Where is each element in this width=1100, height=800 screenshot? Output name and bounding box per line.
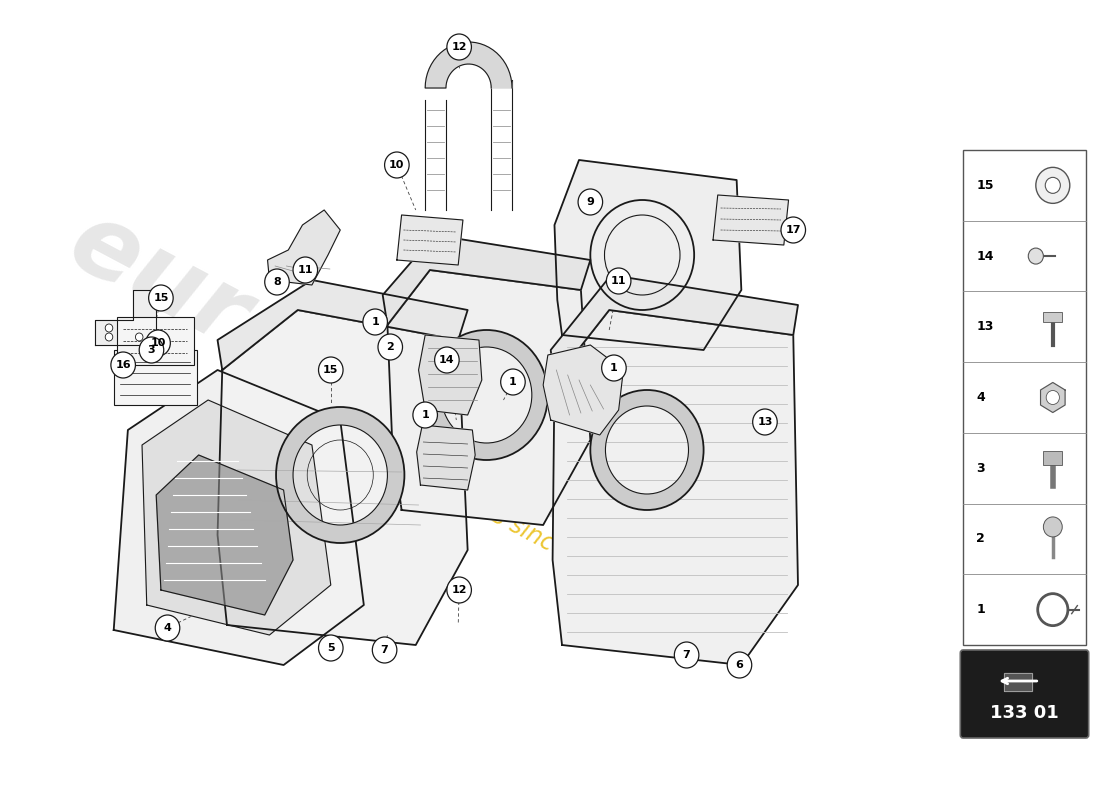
Circle shape bbox=[378, 334, 403, 360]
Text: 13: 13 bbox=[757, 417, 772, 427]
Text: 8: 8 bbox=[273, 277, 280, 287]
Text: 3: 3 bbox=[977, 462, 985, 474]
Polygon shape bbox=[156, 455, 293, 615]
Text: 9: 9 bbox=[586, 197, 594, 207]
Wedge shape bbox=[426, 330, 548, 460]
Text: 12: 12 bbox=[451, 585, 466, 595]
Text: 1: 1 bbox=[610, 363, 618, 373]
Circle shape bbox=[140, 337, 164, 363]
Circle shape bbox=[385, 152, 409, 178]
Text: 15: 15 bbox=[323, 365, 339, 375]
Circle shape bbox=[752, 409, 778, 435]
FancyBboxPatch shape bbox=[1044, 312, 1063, 322]
Circle shape bbox=[412, 402, 438, 428]
FancyBboxPatch shape bbox=[960, 650, 1089, 738]
Circle shape bbox=[606, 268, 631, 294]
FancyBboxPatch shape bbox=[117, 317, 194, 365]
Circle shape bbox=[447, 34, 472, 60]
Circle shape bbox=[602, 355, 626, 381]
Text: 133 01: 133 01 bbox=[990, 704, 1059, 722]
Polygon shape bbox=[554, 160, 741, 350]
Circle shape bbox=[106, 333, 113, 341]
Circle shape bbox=[148, 285, 173, 311]
Polygon shape bbox=[113, 370, 364, 665]
Polygon shape bbox=[218, 310, 468, 645]
Text: 15: 15 bbox=[153, 293, 168, 303]
Polygon shape bbox=[387, 270, 591, 525]
Circle shape bbox=[111, 352, 135, 378]
Text: 11: 11 bbox=[610, 276, 626, 286]
Circle shape bbox=[1045, 178, 1060, 194]
Circle shape bbox=[146, 330, 170, 356]
Text: 16: 16 bbox=[116, 360, 131, 370]
Polygon shape bbox=[426, 42, 512, 88]
Text: 4: 4 bbox=[977, 391, 986, 404]
Circle shape bbox=[1044, 517, 1063, 537]
Circle shape bbox=[1046, 390, 1059, 405]
Text: 10: 10 bbox=[389, 160, 405, 170]
Text: 7: 7 bbox=[683, 650, 691, 660]
FancyBboxPatch shape bbox=[964, 150, 1086, 645]
Wedge shape bbox=[591, 390, 704, 510]
Text: 5: 5 bbox=[327, 643, 334, 653]
FancyBboxPatch shape bbox=[1044, 451, 1063, 466]
Text: 15: 15 bbox=[977, 179, 994, 192]
Polygon shape bbox=[218, 280, 468, 370]
Circle shape bbox=[579, 189, 603, 215]
Polygon shape bbox=[397, 215, 463, 265]
Text: 1: 1 bbox=[509, 377, 517, 387]
Text: 2: 2 bbox=[386, 342, 394, 352]
Circle shape bbox=[447, 577, 472, 603]
Circle shape bbox=[434, 347, 459, 373]
Polygon shape bbox=[267, 210, 340, 285]
Circle shape bbox=[135, 333, 143, 341]
Text: 4: 4 bbox=[164, 623, 172, 633]
Text: 14: 14 bbox=[977, 250, 994, 262]
Text: 1: 1 bbox=[372, 317, 379, 327]
Wedge shape bbox=[276, 407, 405, 543]
Text: 1: 1 bbox=[977, 603, 986, 616]
Polygon shape bbox=[713, 195, 789, 245]
Polygon shape bbox=[417, 425, 475, 490]
Text: 13: 13 bbox=[977, 320, 993, 334]
Text: 2: 2 bbox=[977, 533, 986, 546]
Circle shape bbox=[155, 615, 179, 641]
Text: 17: 17 bbox=[785, 225, 801, 235]
Circle shape bbox=[674, 642, 698, 668]
Polygon shape bbox=[551, 275, 798, 380]
Circle shape bbox=[106, 324, 113, 332]
Circle shape bbox=[319, 357, 343, 383]
Circle shape bbox=[500, 369, 525, 395]
Text: 6: 6 bbox=[736, 660, 744, 670]
Polygon shape bbox=[1041, 382, 1065, 413]
Polygon shape bbox=[419, 335, 482, 415]
Circle shape bbox=[265, 269, 289, 295]
Circle shape bbox=[781, 217, 805, 243]
Polygon shape bbox=[95, 290, 156, 345]
Text: 14: 14 bbox=[439, 355, 454, 365]
Circle shape bbox=[727, 652, 751, 678]
Text: eurospares: eurospares bbox=[53, 194, 657, 576]
Text: 11: 11 bbox=[298, 265, 314, 275]
Circle shape bbox=[293, 257, 318, 283]
Polygon shape bbox=[142, 400, 331, 635]
Text: 3: 3 bbox=[147, 345, 155, 355]
FancyBboxPatch shape bbox=[113, 350, 197, 405]
Circle shape bbox=[363, 309, 387, 335]
Circle shape bbox=[1036, 167, 1070, 203]
Polygon shape bbox=[383, 235, 591, 325]
Text: a passion for parts since 1985: a passion for parts since 1985 bbox=[305, 406, 630, 594]
Circle shape bbox=[1028, 248, 1044, 264]
Circle shape bbox=[319, 635, 343, 661]
Polygon shape bbox=[552, 310, 798, 665]
Text: 7: 7 bbox=[381, 645, 388, 655]
Text: 12: 12 bbox=[451, 42, 466, 52]
Text: 10: 10 bbox=[151, 338, 166, 348]
Circle shape bbox=[372, 637, 397, 663]
Polygon shape bbox=[1003, 673, 1032, 691]
Text: 1: 1 bbox=[421, 410, 429, 420]
Polygon shape bbox=[543, 345, 624, 435]
